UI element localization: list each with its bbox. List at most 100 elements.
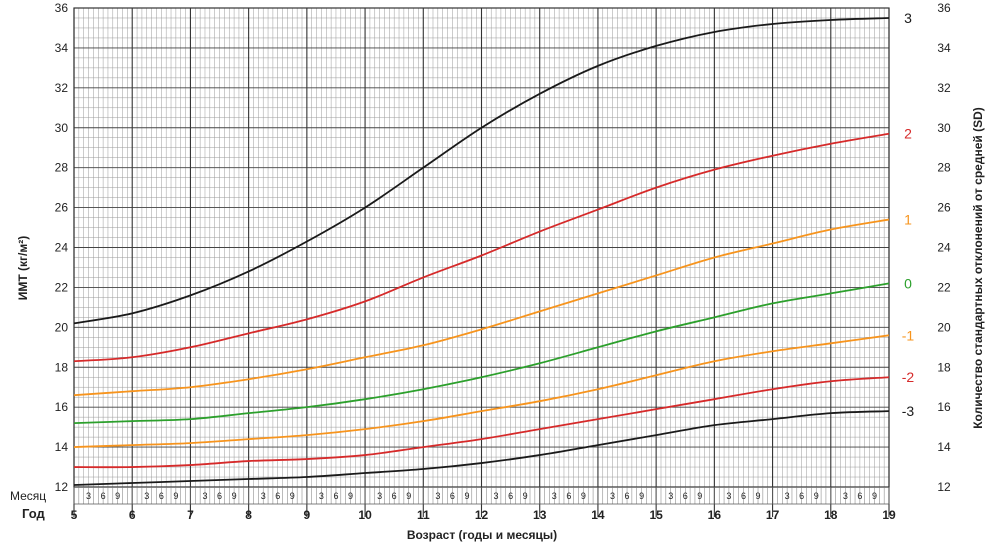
y-tick-label-left: 24: [55, 241, 69, 255]
y-axis-label: ИМТ (кг/м²): [16, 236, 30, 301]
x-tick-label-year: 5: [71, 508, 78, 522]
month-tick-label: 6: [101, 491, 106, 501]
x-tick-label-year: 7: [187, 508, 194, 522]
month-tick-label: 6: [566, 491, 571, 501]
month-tick-label: 6: [275, 491, 280, 501]
y-tick-label-right: 22: [937, 280, 951, 294]
month-tick-label: 9: [872, 491, 877, 501]
month-tick-label: 3: [610, 491, 615, 501]
y-tick-label-right: 26: [937, 201, 951, 215]
y-tick-label-right: 34: [937, 41, 951, 55]
series-lines: [73, 17, 890, 486]
month-tick-label: 3: [202, 491, 207, 501]
x-tick-label-year: 18: [824, 508, 838, 522]
month-tick-label: 3: [377, 491, 382, 501]
month-tick-label: 3: [785, 491, 790, 501]
month-tick-label: 6: [450, 491, 455, 501]
month-tick-label: 9: [581, 491, 586, 501]
y-tick-label-right: 12: [937, 480, 951, 494]
month-tick-label: 6: [799, 491, 804, 501]
series-labels: 3 2 1 0 -1 -2 -3: [902, 10, 915, 419]
month-tick-label: 6: [741, 491, 746, 501]
series-line--1: [73, 334, 890, 448]
y-tick-label-right: 36: [937, 1, 951, 15]
series-line-1: [73, 218, 890, 397]
series-label-0: 0: [904, 275, 912, 291]
y-tick-label-left: 28: [55, 161, 69, 175]
month-tick-label: 3: [552, 491, 557, 501]
month-tick-label: 6: [857, 491, 862, 501]
month-tick-label: 3: [668, 491, 673, 501]
x-tick-label-year: 14: [591, 508, 605, 522]
year-row-label: Год: [22, 506, 45, 521]
y-axis-left-ticks: 12 14 16 18 20 22 24 26 28 30 32 34 36: [55, 1, 69, 494]
x-tick-label-year: 9: [304, 508, 311, 522]
y-tick-label-left: 36: [55, 1, 69, 15]
y-axis-right-ticks: 12 14 16 18 20 22 24 26 28 30 32 34 36: [937, 1, 951, 494]
month-tick-label: 6: [217, 491, 222, 501]
x-axis-label: Возраст (годы и месяцы): [407, 528, 557, 542]
series-label--2: -2: [902, 369, 915, 385]
x-tick-label-year: 11: [417, 508, 430, 522]
month-tick-label: 9: [464, 491, 469, 501]
month-tick-label: 9: [523, 491, 528, 501]
series-line-2: [73, 132, 890, 363]
x-tick-label-year: 13: [533, 508, 547, 522]
x-axis-year-ticks: 5 6 7 8 9 10 11 12 13 14 15 16 17 18 19: [71, 508, 896, 522]
series-line--2: [73, 376, 890, 469]
series-label-3: 3: [904, 10, 912, 26]
month-tick-label: 9: [232, 491, 237, 501]
series-label--3: -3: [902, 403, 915, 419]
y-tick-label-right: 24: [937, 241, 951, 255]
y-tick-label-left: 26: [55, 201, 69, 215]
month-tick-label: 9: [697, 491, 702, 501]
series-line-3: [73, 17, 890, 325]
month-tick-label: 6: [333, 491, 338, 501]
y-axis-right-label: Количество стандартных отклонений от сре…: [971, 107, 985, 429]
month-tick-label: 9: [639, 491, 644, 501]
month-tick-label: 3: [319, 491, 324, 501]
month-tick-label: 9: [348, 491, 353, 501]
y-tick-label-right: 28: [937, 161, 951, 175]
y-tick-label-left: 20: [55, 320, 69, 334]
series-label-2: 2: [904, 126, 912, 142]
month-tick-label: 9: [756, 491, 761, 501]
y-tick-label-right: 18: [937, 360, 951, 374]
x-tick-label-year: 8: [245, 508, 252, 522]
series-label--1: -1: [902, 327, 915, 343]
y-tick-label-left: 30: [55, 121, 69, 135]
month-tick-label: 9: [173, 491, 178, 501]
month-tick-label: 9: [115, 491, 120, 501]
y-tick-label-right: 20: [937, 320, 951, 334]
y-tick-label-left: 16: [55, 400, 69, 414]
y-tick-label-left: 18: [55, 360, 69, 374]
month-tick-label: 6: [683, 491, 688, 501]
month-row-label: Месяц: [10, 489, 46, 503]
y-tick-label-right: 30: [937, 121, 951, 135]
y-tick-label-left: 12: [55, 480, 69, 494]
series-line-0: [73, 282, 890, 425]
x-tick-label-year: 15: [649, 508, 663, 522]
month-tick-label: 3: [435, 491, 440, 501]
month-tick-label: 6: [159, 491, 164, 501]
month-tick-label: 6: [625, 491, 630, 501]
x-tick-label-year: 6: [129, 508, 136, 522]
y-tick-label-left: 34: [55, 41, 69, 55]
month-tick-label: 3: [144, 491, 149, 501]
y-tick-label-right: 14: [937, 440, 951, 454]
x-tick-label-year: 19: [882, 508, 896, 522]
month-tick-label: 3: [843, 491, 848, 501]
y-tick-label-left: 22: [55, 280, 69, 294]
y-tick-label-left: 14: [55, 440, 69, 454]
month-tick-label: 3: [86, 491, 91, 501]
month-tick-label: 9: [814, 491, 819, 501]
y-tick-label-right: 32: [937, 81, 951, 95]
month-tick-label: 3: [726, 491, 731, 501]
month-tick-label: 6: [392, 491, 397, 501]
x-tick-label-year: 12: [475, 508, 489, 522]
x-tick-label-year: 16: [708, 508, 722, 522]
x-tick-label-year: 17: [766, 508, 780, 522]
y-tick-label-right: 16: [937, 400, 951, 414]
month-tick-label: 3: [494, 491, 499, 501]
